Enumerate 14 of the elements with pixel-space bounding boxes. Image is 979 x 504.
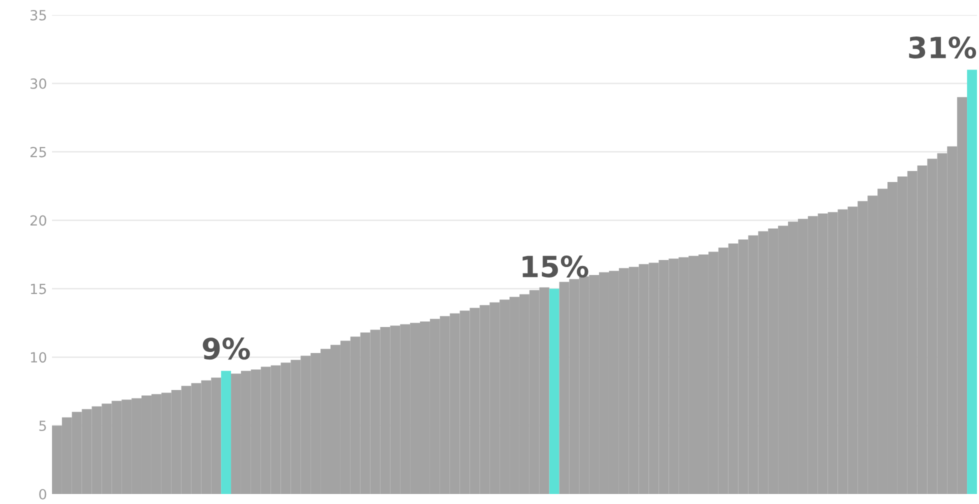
- y-tick-label: 15: [30, 284, 46, 294]
- y-tick-label: 5: [39, 420, 46, 432]
- y-tick-label: 20: [30, 215, 46, 226]
- bar: [221, 370, 232, 494]
- bar: [967, 70, 977, 494]
- y-tick-label: 0: [39, 488, 46, 500]
- y-tick-label: 10: [30, 352, 46, 363]
- data-label: 15%: [522, 255, 588, 278]
- bar: [549, 288, 560, 494]
- y-tick-label: 30: [30, 78, 46, 89]
- y-tick-label: 25: [30, 146, 46, 158]
- y-tick-label: 35: [30, 10, 46, 20]
- data-label: 9%: [202, 338, 250, 360]
- data-label: 31%: [909, 36, 976, 59]
